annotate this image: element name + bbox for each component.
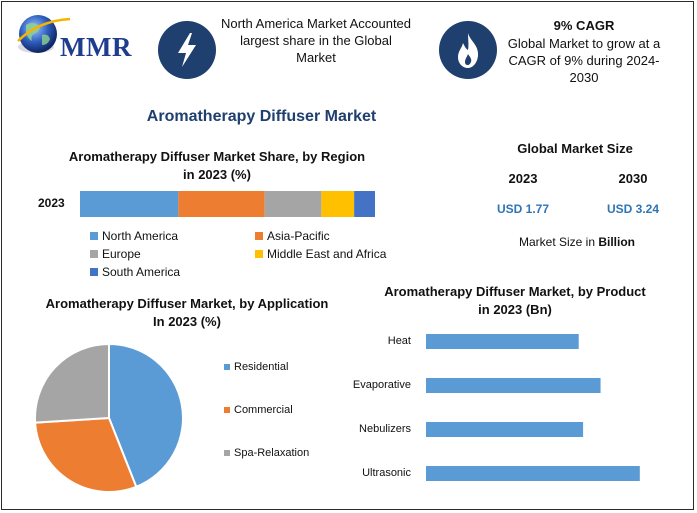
header-cagr-text: Global Market to grow at a CAGR of 9% du… [507, 36, 661, 85]
region-segment-asia-pacific [178, 191, 265, 217]
main-title: Aromatherapy Diffuser Market [146, 108, 377, 125]
application-pie-chart [34, 342, 184, 493]
product-bar-evaporative [426, 378, 601, 393]
region-segment-middle-east-and-africa [321, 191, 355, 217]
legend-asia-pacific: Asia-Pacific [255, 229, 330, 243]
lightning-bolt-icon [178, 33, 196, 67]
market-size-title: Global Market Size [517, 141, 633, 156]
product-label-nebulizers: Nebulizers [359, 423, 411, 435]
product-bar-ultrasonic [426, 466, 640, 481]
market-size-unit-note: Market Size in Billion [518, 235, 636, 249]
product-bar-heat [426, 334, 579, 349]
legend-residential: Residential [224, 361, 288, 373]
legend-commercial: Commercial [224, 404, 293, 416]
globe-logo-icon [17, 15, 71, 53]
region-stacked-bar [80, 191, 375, 217]
header-north-america-text: North America Market Accounted largest s… [220, 16, 412, 65]
product-bar-nebulizers [426, 422, 584, 437]
legend-europe: Europe [90, 247, 141, 261]
legend-north-america: North America [90, 229, 178, 243]
legend-mea: Middle East and Africa [255, 247, 386, 261]
legend-swatch [224, 364, 230, 370]
product-chart-title: Aromatherapy Diffuser Market, by Product… [384, 284, 646, 317]
logo-text: MMR [60, 32, 132, 62]
market-year-2023: 2023 [508, 171, 538, 186]
header-cagr-title: 9% CAGR [553, 18, 615, 33]
region-segment-north-america [80, 191, 179, 217]
legend-swatch [90, 250, 98, 258]
legend-swatch [255, 232, 263, 240]
application-chart-title: Aromatherapy Diffuser Market, by Applica… [45, 296, 329, 329]
product-label-evaporative: Evaporative [352, 379, 411, 391]
market-year-2030: 2030 [618, 171, 648, 186]
pie-slice-residential [108, 342, 184, 489]
legend-swatch [224, 407, 230, 413]
pie-slice-spa-relaxation [34, 342, 110, 424]
legend-south-america: South America [90, 265, 180, 279]
market-value-2030: USD 3.24 [606, 202, 660, 216]
legend-swatch [255, 250, 263, 258]
region-chart-title: Aromatherapy Diffuser Market Share, by R… [68, 149, 366, 182]
legend-swatch [90, 268, 98, 276]
product-label-ultrasonic: Ultrasonic [362, 467, 411, 479]
market-value-2023: USD 1.77 [496, 202, 550, 216]
legend-spa-relaxation: Spa-Relaxation [224, 447, 309, 459]
pie-slice-commercial [34, 416, 138, 493]
legend-swatch [224, 450, 230, 456]
region-year-label: 2023 [38, 196, 65, 210]
flame-icon [458, 33, 479, 68]
product-label-heat: Heat [387, 335, 411, 347]
legend-swatch [90, 232, 98, 240]
region-segment-south-america [354, 191, 375, 217]
header-icon-circle-2 [439, 21, 497, 79]
header-icon-circle-1 [158, 21, 216, 79]
product-bar-chart [426, 334, 640, 481]
region-segment-europe [264, 191, 322, 217]
